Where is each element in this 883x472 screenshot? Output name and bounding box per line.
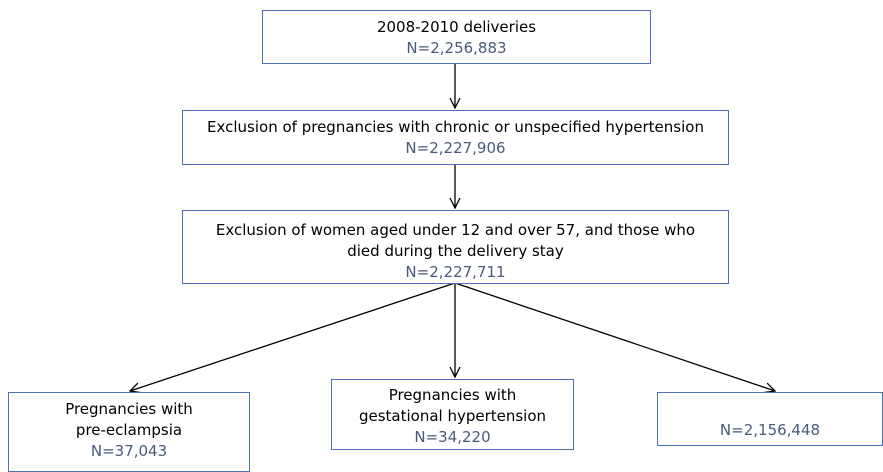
node-count: N=34,220: [414, 428, 491, 446]
arrow: [130, 282, 456, 391]
node-label: Exclusion of pregnancies with chronic or…: [207, 118, 704, 136]
node: N=2,156,448: [657, 392, 883, 446]
node: Exclusion of pregnancies with chronic or…: [182, 110, 729, 165]
node: Pregnancies with gestational hypertensio…: [331, 379, 574, 450]
node-label: pre-eclampsia: [75, 421, 183, 439]
node: Exclusion of women aged under 12 and ove…: [182, 210, 729, 284]
node: Pregnancies with pre-eclampsia N=37,043: [8, 392, 250, 472]
node-label: 2008-2010 deliveries: [376, 18, 537, 36]
node-count: N=2,156,448: [719, 421, 821, 439]
node-label: Pregnancies with: [388, 386, 517, 404]
node-count: N=2,227,711: [405, 263, 506, 281]
node-label: Exclusion of women aged under 12 and ove…: [215, 221, 696, 239]
arrow: [454, 282, 775, 391]
node-count: N=37,043: [90, 442, 168, 460]
node-label: Pregnancies with: [65, 400, 193, 418]
node-label: gestational hypertension: [358, 407, 547, 425]
node-count: N=2,227,906: [405, 139, 506, 157]
node: 2008-2010 deliveries N=2,256,883: [262, 10, 651, 64]
node-count: N=2,256,883: [406, 39, 507, 57]
node-label: died during the delivery stay: [347, 242, 564, 260]
